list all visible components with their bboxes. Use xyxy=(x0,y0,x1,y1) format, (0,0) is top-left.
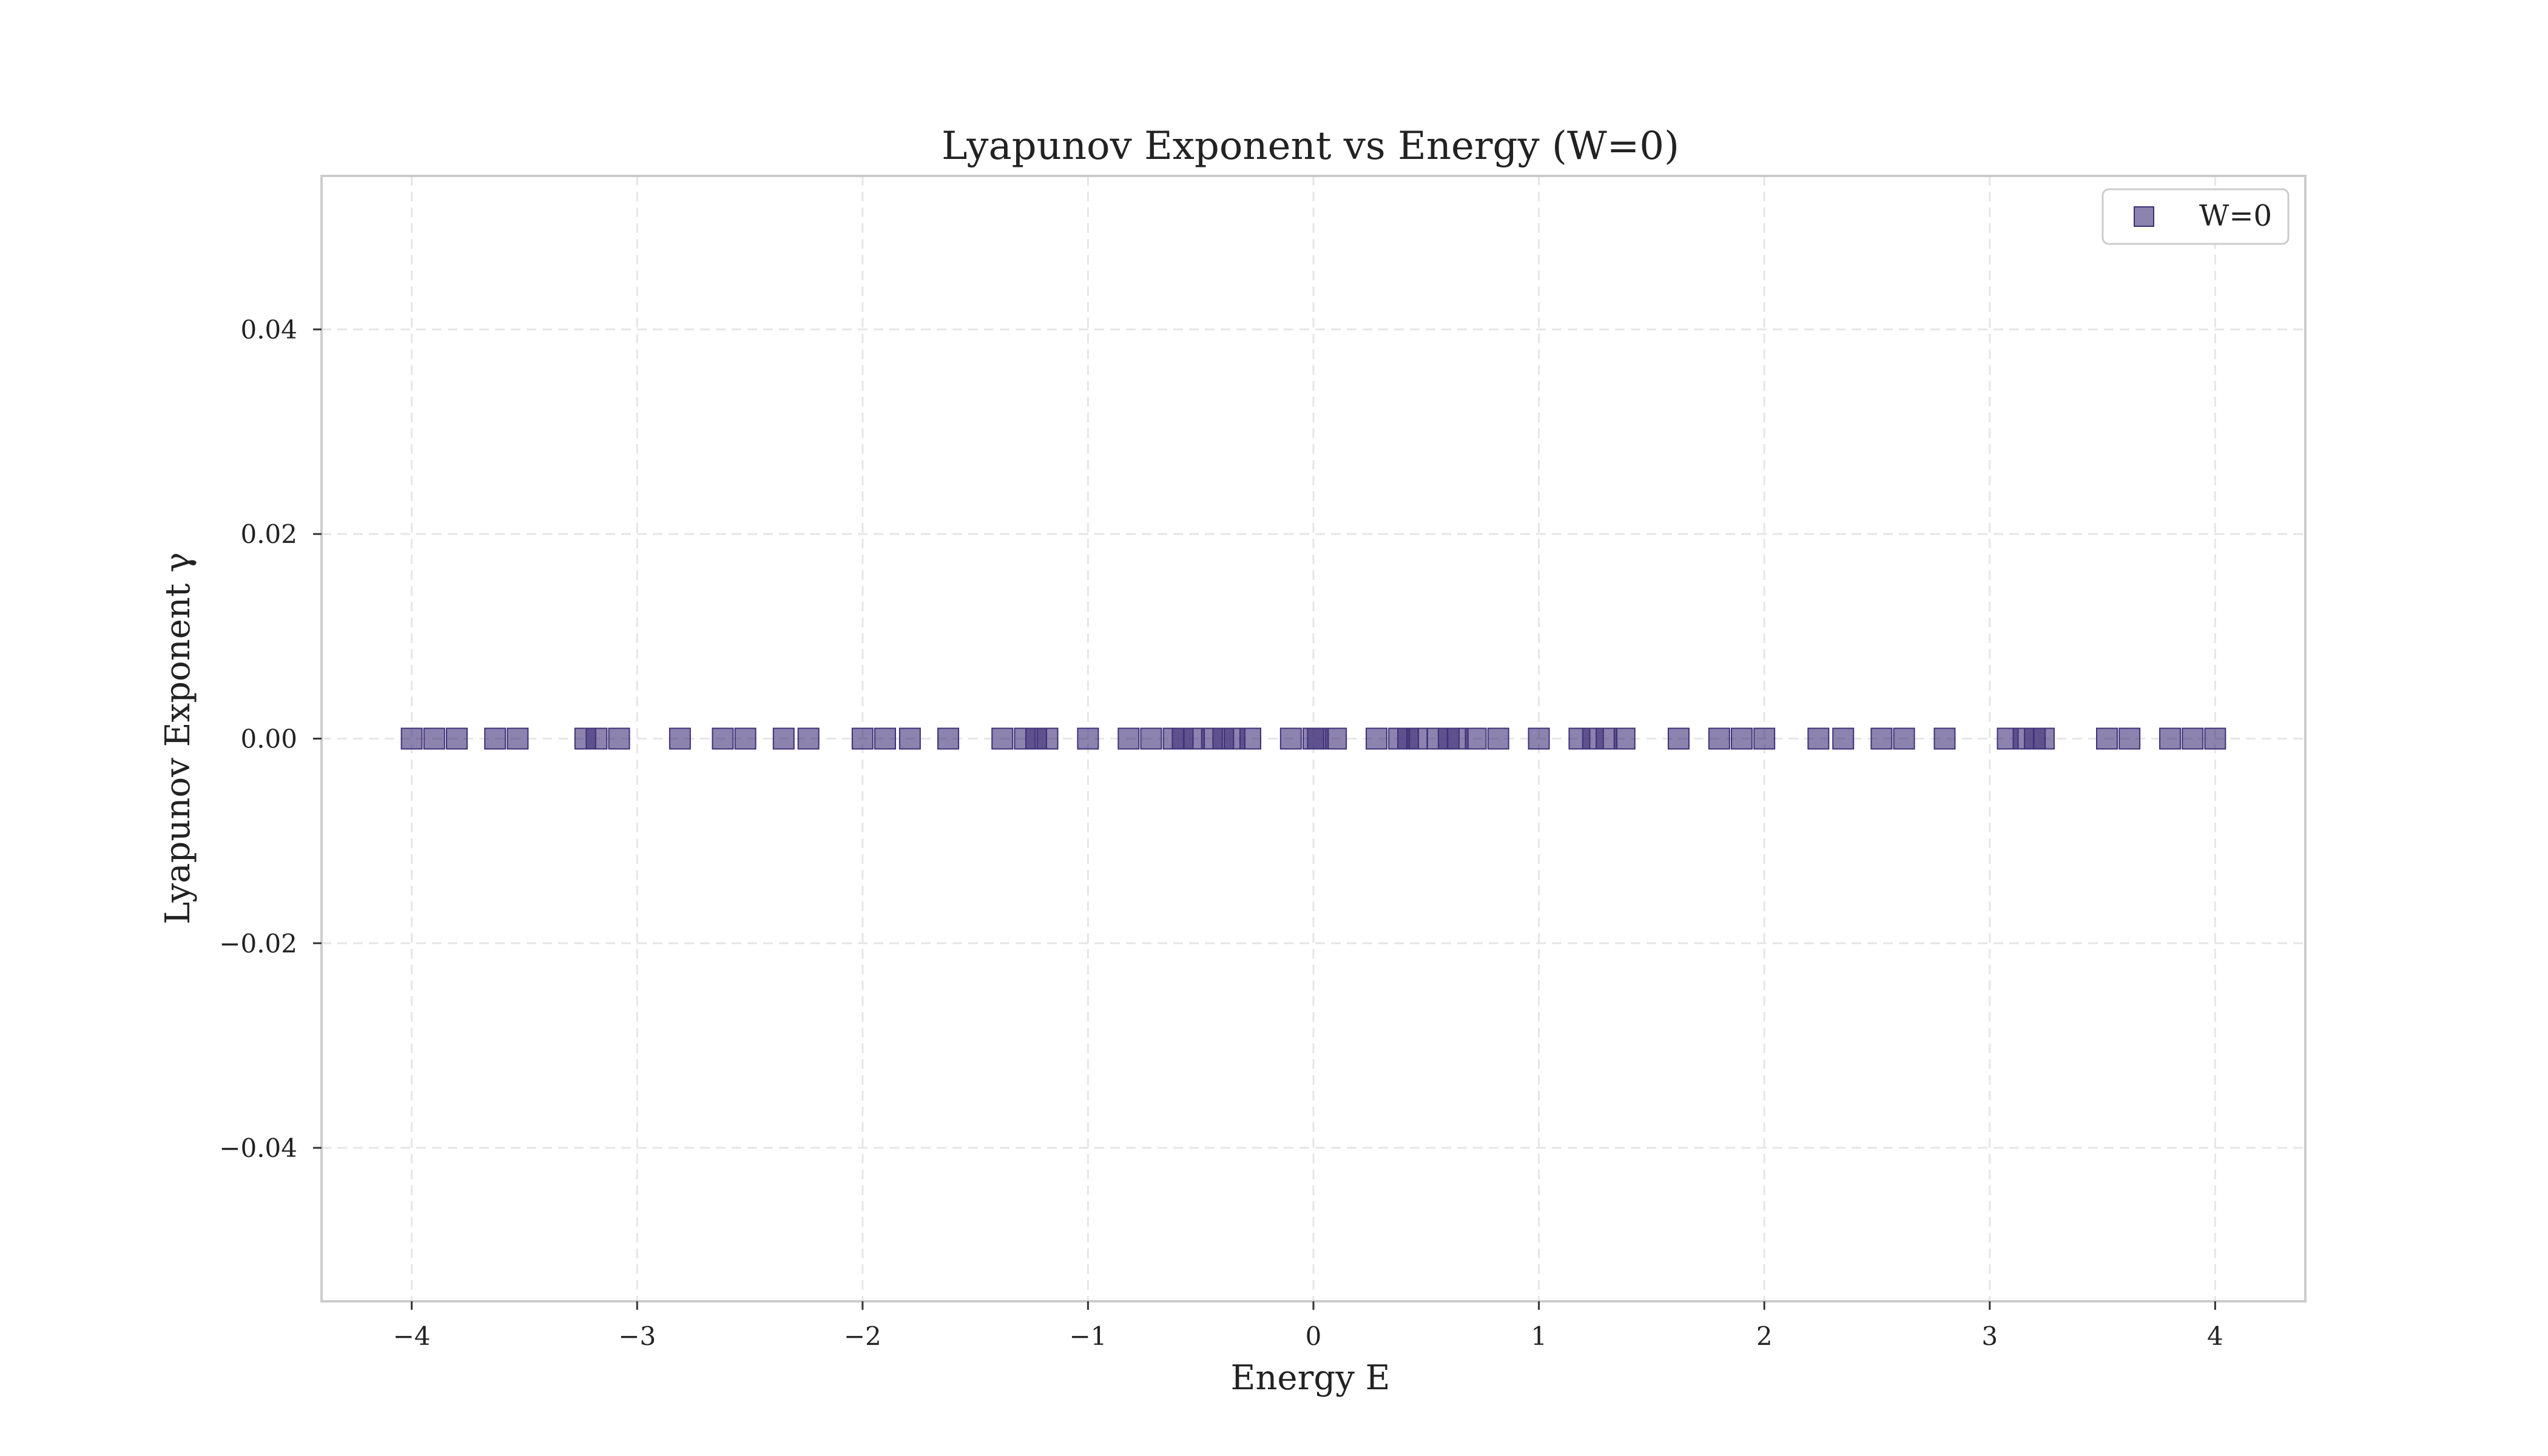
data-point xyxy=(1933,727,1956,750)
data-point xyxy=(1753,727,1776,750)
data-point xyxy=(608,727,630,750)
legend-box xyxy=(2101,188,2290,245)
data-point xyxy=(1870,727,1893,750)
data-point xyxy=(1893,727,1915,750)
y-tick-label: 0.00 xyxy=(240,724,297,754)
data-point xyxy=(1528,727,1550,750)
data-points xyxy=(400,727,2226,750)
x-tick-label: −3 xyxy=(618,1321,656,1351)
data-point xyxy=(1667,727,1690,750)
x-axis-label: Energy E xyxy=(1230,1358,1390,1398)
data-point xyxy=(734,727,757,750)
x-tick-label: −1 xyxy=(1069,1321,1107,1351)
data-point xyxy=(937,727,960,750)
axis-ticks: −4 −3 −2 −1 0 1 2 3 4 −0.04 −0.02 0.00 0.02 0.04 xyxy=(219,315,2223,1351)
data-point xyxy=(1807,727,1830,750)
legend-entry-label: W=0 xyxy=(2199,199,2272,233)
data-point xyxy=(2182,727,2204,750)
data-point xyxy=(712,727,734,750)
x-tick-label: 4 xyxy=(2207,1321,2223,1351)
data-point xyxy=(1279,727,1302,750)
data-point xyxy=(2204,727,2226,750)
data-point xyxy=(2032,727,2055,750)
legend-marker xyxy=(2134,206,2154,227)
x-tick-label: 0 xyxy=(1306,1321,1322,1351)
data-point xyxy=(1613,727,1636,750)
data-point xyxy=(1325,727,1347,750)
chart-title: Lyapunov Exponent vs Energy (W=0) xyxy=(942,124,1679,169)
data-point xyxy=(400,727,423,750)
y-axis-label: Lyapunov Exponent γ xyxy=(158,552,198,924)
x-tick-label: 3 xyxy=(1981,1321,1998,1351)
data-point xyxy=(585,727,608,750)
data-point xyxy=(1307,727,1329,750)
data-point xyxy=(851,727,874,750)
data-point xyxy=(484,727,507,750)
data-point xyxy=(423,727,445,750)
x-tick-label: −2 xyxy=(844,1321,881,1351)
data-point xyxy=(669,727,691,750)
x-tick-label: −4 xyxy=(393,1321,431,1351)
data-point xyxy=(772,727,795,750)
grid xyxy=(322,176,2305,1301)
x-tick-label: 2 xyxy=(1756,1321,1773,1351)
legend: W=0 xyxy=(2101,188,2290,245)
data-point xyxy=(507,727,529,750)
y-tick-label: −0.02 xyxy=(219,929,297,959)
data-point xyxy=(1117,727,1140,750)
data-point xyxy=(991,727,1014,750)
data-point xyxy=(898,727,921,750)
y-tick-label: 0.04 xyxy=(240,315,297,345)
data-point xyxy=(1832,727,1855,750)
data-point xyxy=(797,727,820,750)
data-point xyxy=(874,727,896,750)
data-point xyxy=(1464,727,1487,750)
data-point xyxy=(445,727,468,750)
data-point xyxy=(2159,727,2182,750)
data-point xyxy=(1406,727,1428,750)
data-point xyxy=(1487,727,1509,750)
data-point xyxy=(1036,727,1059,750)
data-point xyxy=(1077,727,1099,750)
x-tick-label: 1 xyxy=(1531,1321,1547,1351)
data-point xyxy=(1708,727,1730,750)
data-point xyxy=(2096,727,2118,750)
y-tick-label: 0.02 xyxy=(240,519,297,549)
data-point xyxy=(1140,727,1162,750)
data-point xyxy=(1366,727,1388,750)
data-point xyxy=(1183,727,1205,750)
data-point xyxy=(2118,727,2141,750)
data-point xyxy=(1731,727,1753,750)
data-point xyxy=(1239,727,1261,750)
y-tick-label: −0.04 xyxy=(219,1133,297,1163)
